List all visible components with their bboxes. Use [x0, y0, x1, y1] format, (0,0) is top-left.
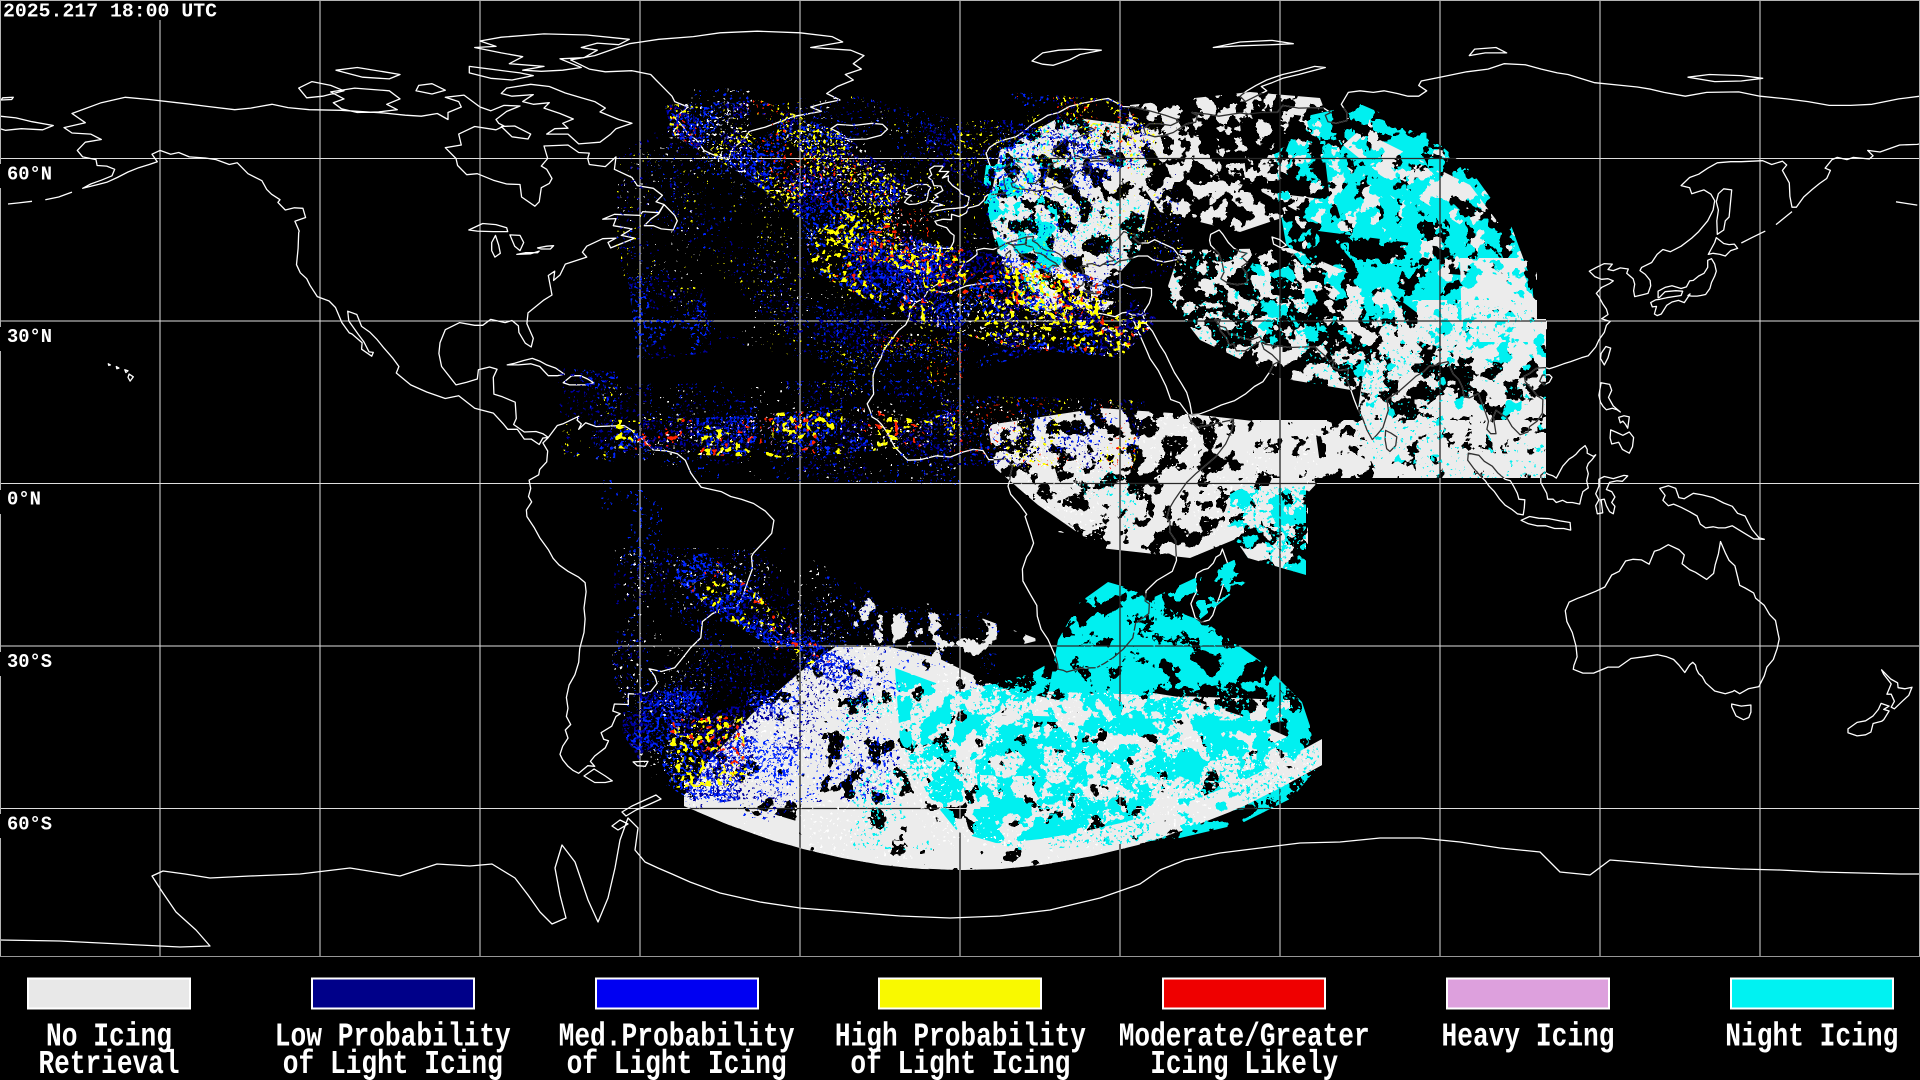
svg-text:Retrieval: Retrieval: [39, 1046, 180, 1080]
svg-text:60°N: 60°N: [7, 163, 52, 185]
svg-text:of Light Icing: of Light Icing: [283, 1046, 503, 1080]
svg-text:30°S: 30°S: [7, 651, 52, 673]
svg-text:High Probability: High Probability: [835, 1019, 1086, 1056]
svg-text:30°N: 30°N: [7, 326, 52, 348]
svg-text:0°N: 0°N: [7, 488, 41, 510]
svg-text:Med.Probability: Med.Probability: [559, 1019, 795, 1056]
svg-text:Low Probability: Low Probability: [275, 1019, 511, 1056]
svg-text:No Icing: No Icing: [46, 1019, 172, 1056]
svg-text:Night Icing: Night Icing: [1725, 1019, 1898, 1056]
svg-text:Moderate/Greater: Moderate/Greater: [1119, 1019, 1370, 1056]
svg-text:of Light Icing: of Light Icing: [567, 1046, 787, 1080]
svg-text:Icing Likely: Icing Likely: [1150, 1046, 1338, 1080]
svg-text:2025.217 18:00 UTC: 2025.217 18:00 UTC: [3, 1, 217, 23]
svg-text:Heavy Icing: Heavy Icing: [1442, 1019, 1615, 1056]
svg-text:of Light Icing: of Light Icing: [850, 1046, 1070, 1080]
svg-text:60°S: 60°S: [7, 813, 52, 835]
